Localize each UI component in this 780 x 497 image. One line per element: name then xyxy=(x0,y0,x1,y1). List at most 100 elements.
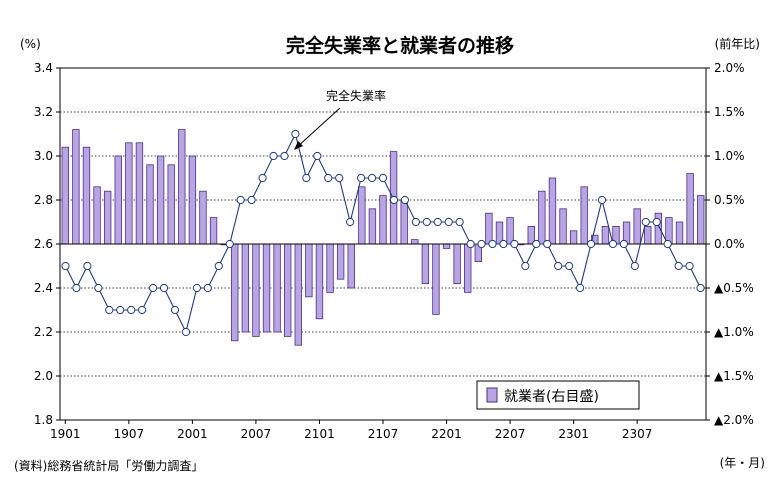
unemployment-point xyxy=(72,283,81,293)
annotation-arrow xyxy=(295,107,341,149)
unemployment-point xyxy=(543,239,552,249)
employment-bar xyxy=(103,190,112,245)
unemployment-point xyxy=(488,239,497,249)
unemployment-point xyxy=(269,151,278,161)
right-tick-label: 2.0% xyxy=(714,61,745,75)
chart-title: 完全失業率と就業者の推移 xyxy=(286,34,514,57)
line-series-label: 完全失業率 xyxy=(326,88,386,103)
unemployment-point xyxy=(389,195,399,205)
employment-bar xyxy=(82,146,91,245)
employment-bar xyxy=(72,129,80,245)
unemployment-point xyxy=(138,305,147,315)
right-axis-unit: (前年比) xyxy=(715,36,760,51)
x-tick-label: 2201 xyxy=(431,427,462,441)
employment-bar xyxy=(697,195,705,245)
unemployment-point xyxy=(94,283,103,293)
employment-bar xyxy=(262,243,271,333)
unemployment-point xyxy=(83,261,92,271)
unemployment-point xyxy=(532,239,541,249)
employment-bar xyxy=(400,199,408,245)
unemployment-point xyxy=(192,283,201,293)
left-axis-ticks: 1.8 2.0 2.2 2.4 2.6 2.8 3.0 3.2 3.4 xyxy=(34,61,60,427)
unemployment-point xyxy=(170,305,180,315)
left-axis-unit: (%) xyxy=(20,37,41,51)
employment-bar xyxy=(506,217,514,245)
employment-bar xyxy=(178,129,186,245)
unemployment-point xyxy=(499,239,508,249)
unemployment-point xyxy=(203,283,212,293)
left-tick-label: 2.8 xyxy=(34,193,53,207)
employment-bar xyxy=(485,212,493,245)
legend: 就業者(右目盛) xyxy=(476,380,640,410)
left-tick-label: 3.0 xyxy=(34,149,53,163)
left-tick-label: 1.8 xyxy=(34,413,53,427)
unemployment-point xyxy=(444,217,453,227)
x-tick-label: 1907 xyxy=(114,427,145,441)
employment-bar xyxy=(61,146,69,245)
employment-bar xyxy=(284,243,292,337)
unemployment-point xyxy=(575,283,585,293)
legend-label: 就業者(右目盛) xyxy=(504,389,599,405)
x-tick-label: 2307 xyxy=(622,427,653,441)
left-tick-label: 3.4 xyxy=(34,61,53,75)
unemployment-point xyxy=(346,217,355,227)
employment-bar xyxy=(421,243,430,284)
unemployment-point xyxy=(159,283,169,293)
employment-bar xyxy=(379,195,387,245)
unemployment-point xyxy=(685,261,694,271)
right-tick-label: 1.5% xyxy=(714,105,745,119)
employment-bar xyxy=(347,243,355,289)
right-tick-label: 1.0% xyxy=(714,149,745,163)
employment-bar xyxy=(358,186,366,245)
employment-bar xyxy=(156,155,165,245)
left-tick-label: 2.0 xyxy=(34,369,53,383)
unemployment-point xyxy=(357,173,366,183)
employment-bar xyxy=(294,243,302,346)
unemployment-point xyxy=(521,261,530,271)
unemployment-point xyxy=(674,261,683,271)
employment-bar xyxy=(125,142,133,245)
unemployment-point xyxy=(367,173,377,183)
right-tick-label: 0.5% xyxy=(714,193,745,207)
unemployment-point xyxy=(291,129,300,139)
employment-bar xyxy=(167,164,175,245)
left-tick-label: 2.4 xyxy=(34,281,53,295)
legend-swatch xyxy=(486,387,498,403)
unemployment-point xyxy=(466,239,475,249)
employment-bar xyxy=(135,142,144,245)
unemployment-point xyxy=(61,261,70,271)
unemployment-point xyxy=(586,239,596,249)
annotation-arrowhead xyxy=(294,141,303,150)
unemployment-point xyxy=(378,173,388,183)
x-tick-label: 2007 xyxy=(241,427,272,441)
employment-bar xyxy=(188,155,197,245)
unemployment-point xyxy=(324,173,333,183)
x-tick-label: 2301 xyxy=(558,427,589,441)
unemployment-point xyxy=(565,261,574,271)
employment-bar xyxy=(464,243,472,293)
legend-box xyxy=(476,380,640,410)
unemployment-point xyxy=(214,261,223,271)
employment-bar xyxy=(453,243,461,284)
employment-bar xyxy=(368,208,377,245)
employment-bar xyxy=(580,186,588,245)
unemployment-point xyxy=(302,173,311,183)
employment-bar xyxy=(548,177,557,245)
unemployment-point xyxy=(313,151,322,161)
unemployment-point xyxy=(663,239,672,249)
unemployment-point xyxy=(433,217,442,227)
unemployment-point xyxy=(411,217,420,227)
unemployment-point xyxy=(116,305,125,315)
unemployment-point xyxy=(696,283,705,293)
x-tick-label: 1901 xyxy=(50,427,81,441)
employment-bar xyxy=(654,212,663,245)
unemployment-point xyxy=(225,239,234,249)
unemployment-point xyxy=(422,217,431,227)
unemployment-line xyxy=(61,129,705,337)
employment-bar xyxy=(336,243,345,280)
employment-bar xyxy=(146,164,154,245)
employment-bar xyxy=(601,225,610,245)
employment-bar xyxy=(411,239,419,245)
employment-bar xyxy=(241,243,250,333)
